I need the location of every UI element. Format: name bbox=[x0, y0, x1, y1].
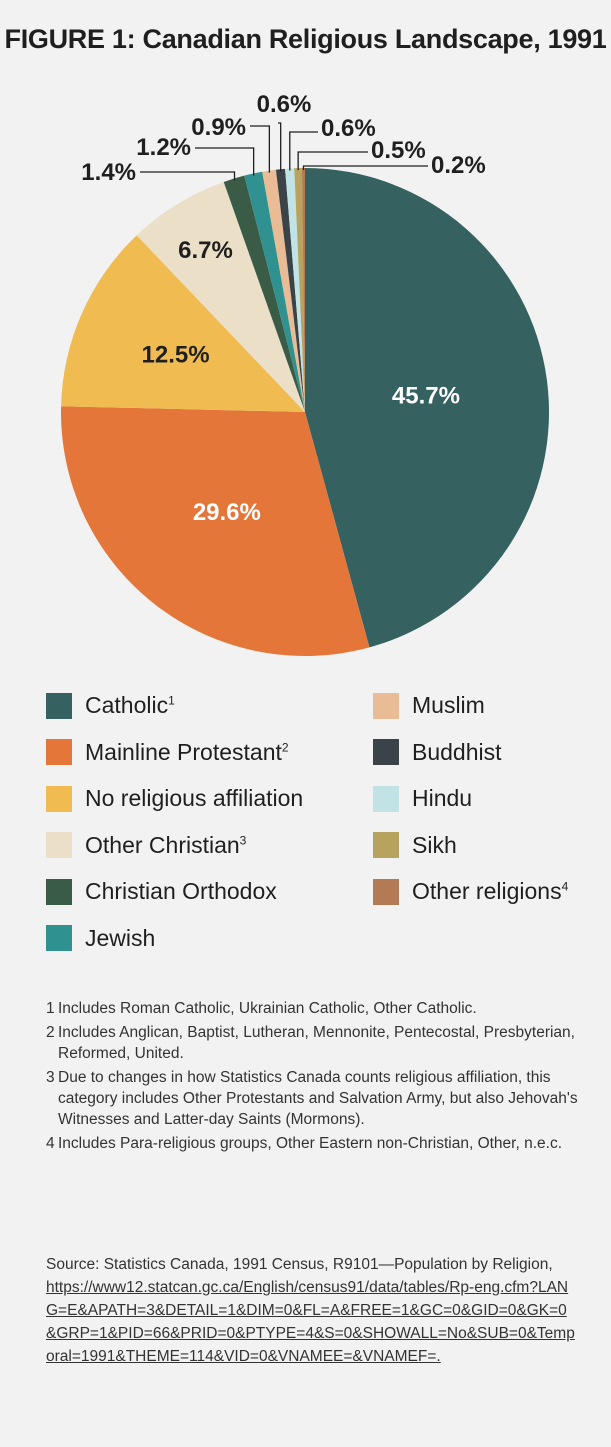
legend-item: No religious affiliation bbox=[46, 785, 303, 812]
legend-label: Hindu bbox=[412, 785, 472, 812]
legend-label: Muslim bbox=[412, 692, 485, 719]
legend-label: Other religions4 bbox=[412, 878, 568, 905]
pie-slice bbox=[305, 168, 549, 648]
source-link[interactable]: https://www12.statcan.gc.ca/English/cens… bbox=[46, 1279, 575, 1365]
data-label: 0.6% bbox=[321, 115, 376, 142]
legend-label: Catholic1 bbox=[85, 692, 175, 719]
footnote: 3 Due to changes in how Statistics Canad… bbox=[46, 1067, 586, 1130]
pie-slice bbox=[275, 168, 305, 412]
legend-swatch bbox=[46, 785, 72, 812]
footnote-marker: 4 bbox=[561, 879, 569, 894]
legend-item: Mainline Protestant2 bbox=[46, 739, 289, 766]
footnote-text: Includes Anglican, Baptist, Lutheran, Me… bbox=[58, 1024, 575, 1062]
pie-slice bbox=[285, 168, 305, 412]
leader-line bbox=[302, 165, 428, 171]
data-label: 0.2% bbox=[431, 152, 486, 179]
legend-label-text: Buddhist bbox=[412, 738, 502, 765]
legend-label-text: Mainline Protestant bbox=[85, 738, 282, 765]
data-label: 0.6% bbox=[257, 91, 312, 118]
pie-slice bbox=[294, 168, 305, 412]
footnote-number: 2 bbox=[46, 1024, 55, 1041]
data-label: 45.7% bbox=[392, 383, 460, 410]
legend-swatch bbox=[373, 832, 399, 858]
legend-label-text: Hindu bbox=[412, 785, 473, 811]
data-label: 0.5% bbox=[371, 137, 426, 164]
pie-slice bbox=[223, 175, 305, 412]
footnote-number: 3 bbox=[46, 1069, 55, 1086]
legend-item: Other Christian3 bbox=[46, 832, 246, 859]
pie-chart: 45.7%29.6%12.5%6.7%1.4%1.2%0.9%0.6%0.6%0… bbox=[60, 91, 549, 656]
legend-item: Muslim bbox=[373, 692, 485, 719]
legend-item: Buddhist bbox=[373, 739, 502, 766]
legend-swatch bbox=[46, 925, 72, 951]
leader-line bbox=[140, 171, 236, 181]
legend-label: Buddhist bbox=[412, 739, 502, 766]
footnote: 1 Includes Roman Catholic, Ukrainian Cat… bbox=[46, 998, 586, 1019]
leader-line bbox=[297, 151, 368, 171]
legend-label-text: Catholic bbox=[85, 692, 169, 718]
pie-slice bbox=[61, 235, 305, 412]
footnotes: 1 Includes Roman Catholic, Ukrainian Cat… bbox=[46, 998, 586, 1157]
footnote-number: 4 bbox=[46, 1135, 55, 1152]
footnote-marker: 3 bbox=[239, 832, 247, 847]
legend-item: Catholic1 bbox=[46, 692, 175, 719]
footnote-text: Due to changes in how Statistics Canada … bbox=[58, 1069, 578, 1128]
footnote-text: Includes Para-religious groups, Other Ea… bbox=[58, 1135, 562, 1152]
legend-label: Other Christian3 bbox=[85, 832, 246, 859]
leader-line bbox=[195, 147, 255, 176]
footnote: 4 Includes Para-religious groups, Other … bbox=[46, 1133, 586, 1154]
legend-item: Jewish bbox=[46, 925, 155, 952]
legend-label-text: Jewish bbox=[85, 924, 156, 951]
legend-label-text: No religious affiliation bbox=[85, 785, 304, 811]
legend-label: Sikh bbox=[412, 832, 457, 859]
legend-label-text: Christian Orthodox bbox=[85, 878, 277, 904]
leader-line bbox=[250, 125, 271, 173]
leader-line bbox=[289, 131, 318, 171]
legend-swatch bbox=[46, 878, 72, 905]
chart-title: FIGURE 1: Canadian Religious Landscape, … bbox=[4, 24, 607, 54]
pie-slice bbox=[301, 168, 305, 412]
leader-line bbox=[278, 122, 282, 172]
legend-swatch bbox=[373, 692, 399, 719]
legend-item: Sikh bbox=[373, 832, 457, 859]
data-label: 0.9% bbox=[191, 114, 246, 141]
footnote-text: Includes Roman Catholic, Ukrainian Catho… bbox=[58, 1000, 477, 1017]
source-citation: Source: Statistics Canada, 1991 Census, … bbox=[46, 1253, 576, 1368]
pie-slice bbox=[262, 169, 305, 412]
pie-slice bbox=[244, 171, 305, 412]
legend-swatch bbox=[373, 785, 399, 812]
source-text: Source: Statistics Canada, 1991 Census, … bbox=[46, 1256, 553, 1273]
legend-swatch bbox=[373, 739, 399, 765]
legend-label-text: Other religions bbox=[412, 878, 562, 904]
legend-label-text: Sikh bbox=[412, 831, 457, 858]
legend-swatch bbox=[373, 878, 399, 905]
data-label: 1.2% bbox=[136, 134, 191, 161]
legend-swatch bbox=[46, 832, 72, 858]
legend-swatch bbox=[46, 739, 72, 765]
data-label: 1.4% bbox=[81, 159, 136, 186]
data-label: 29.6% bbox=[193, 499, 261, 526]
footnote-marker: 1 bbox=[168, 693, 175, 708]
pie-slice bbox=[60, 406, 370, 656]
legend-label: No religious affiliation bbox=[85, 785, 303, 812]
legend-label: Jewish bbox=[85, 925, 155, 952]
legend-label-text: Other Christian bbox=[85, 831, 240, 858]
legend-swatch bbox=[46, 692, 72, 719]
legend-label: Christian Orthodox bbox=[85, 878, 277, 905]
legend-label-text: Muslim bbox=[412, 692, 485, 718]
footnote: 2 Includes Anglican, Baptist, Lutheran, … bbox=[46, 1022, 586, 1064]
footnote-number: 1 bbox=[46, 1000, 55, 1017]
pie-slice bbox=[136, 181, 305, 412]
footnote-marker: 2 bbox=[281, 739, 289, 754]
legend-item: Other religions4 bbox=[373, 878, 568, 905]
legend-label: Mainline Protestant2 bbox=[85, 739, 289, 766]
data-label: 12.5% bbox=[142, 342, 210, 369]
data-label: 6.7% bbox=[178, 237, 233, 264]
legend-item: Christian Orthodox bbox=[46, 878, 277, 905]
legend-item: Hindu bbox=[373, 785, 472, 812]
